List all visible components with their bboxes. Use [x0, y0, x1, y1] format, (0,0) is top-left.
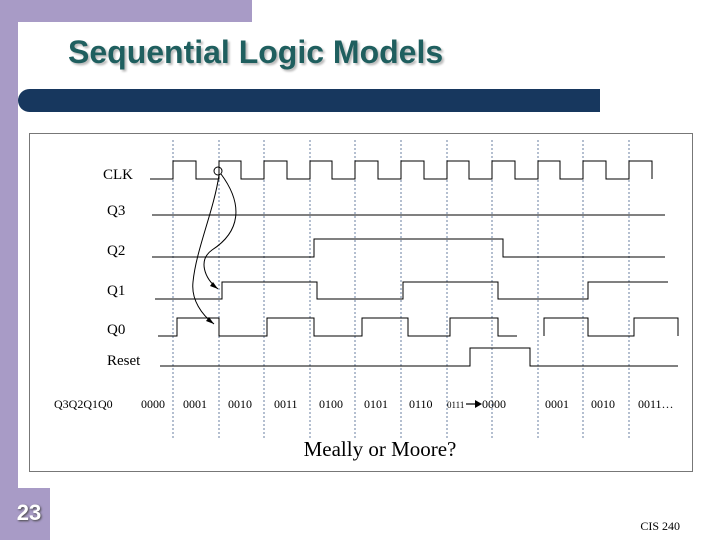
- state-value: 0000: [141, 397, 165, 411]
- q0-waveform: [158, 317, 679, 337]
- slide-title: Sequential Logic Models: [68, 34, 444, 70]
- title-rule-bar: [18, 89, 600, 112]
- slide-number: 23: [16, 500, 42, 525]
- transition-from-state: 0111: [447, 400, 464, 410]
- arrowhead-icon: [210, 282, 218, 289]
- state-value: 0010: [228, 397, 252, 411]
- state-axis-label: Q3Q2Q1Q0: [54, 397, 113, 411]
- q2-waveform: [152, 238, 665, 258]
- arrowhead-icon: [206, 317, 214, 324]
- state-value: 0001: [183, 397, 207, 411]
- reset-waveform: [160, 347, 678, 367]
- state-value: 0011: [274, 397, 298, 411]
- slide-number-box: [0, 488, 50, 540]
- slide-question: Meally or Moore?: [303, 437, 457, 461]
- state-value: 0011…: [638, 397, 674, 411]
- state-value: 0000: [482, 397, 506, 411]
- clock-edge-marker: [213, 166, 223, 176]
- state-value: 0101: [364, 397, 388, 411]
- causality-arrow-q0: [192, 174, 220, 325]
- signal-label-q1: Q1: [107, 283, 125, 299]
- causality-arrow-q1: [203, 173, 237, 290]
- signal-label-reset: Reset: [107, 353, 141, 369]
- state-value: 0100: [319, 397, 343, 411]
- footer-course: CIS 240: [640, 519, 680, 533]
- left-sidebar-decoration: [0, 0, 18, 540]
- state-value: 0110: [409, 397, 433, 411]
- clk-waveform: [150, 160, 653, 180]
- timing-diagram-frame: [29, 133, 693, 472]
- signal-label-clk: CLK: [103, 167, 133, 183]
- q1-waveform: [155, 281, 668, 300]
- signal-label-q0: Q0: [107, 322, 125, 338]
- state-value: 0001: [545, 397, 569, 411]
- state-value: 0010: [591, 397, 615, 411]
- signal-label-q3: Q3: [107, 203, 125, 219]
- transition-arrowhead-icon: [475, 400, 482, 408]
- signal-label-q2: Q2: [107, 243, 125, 259]
